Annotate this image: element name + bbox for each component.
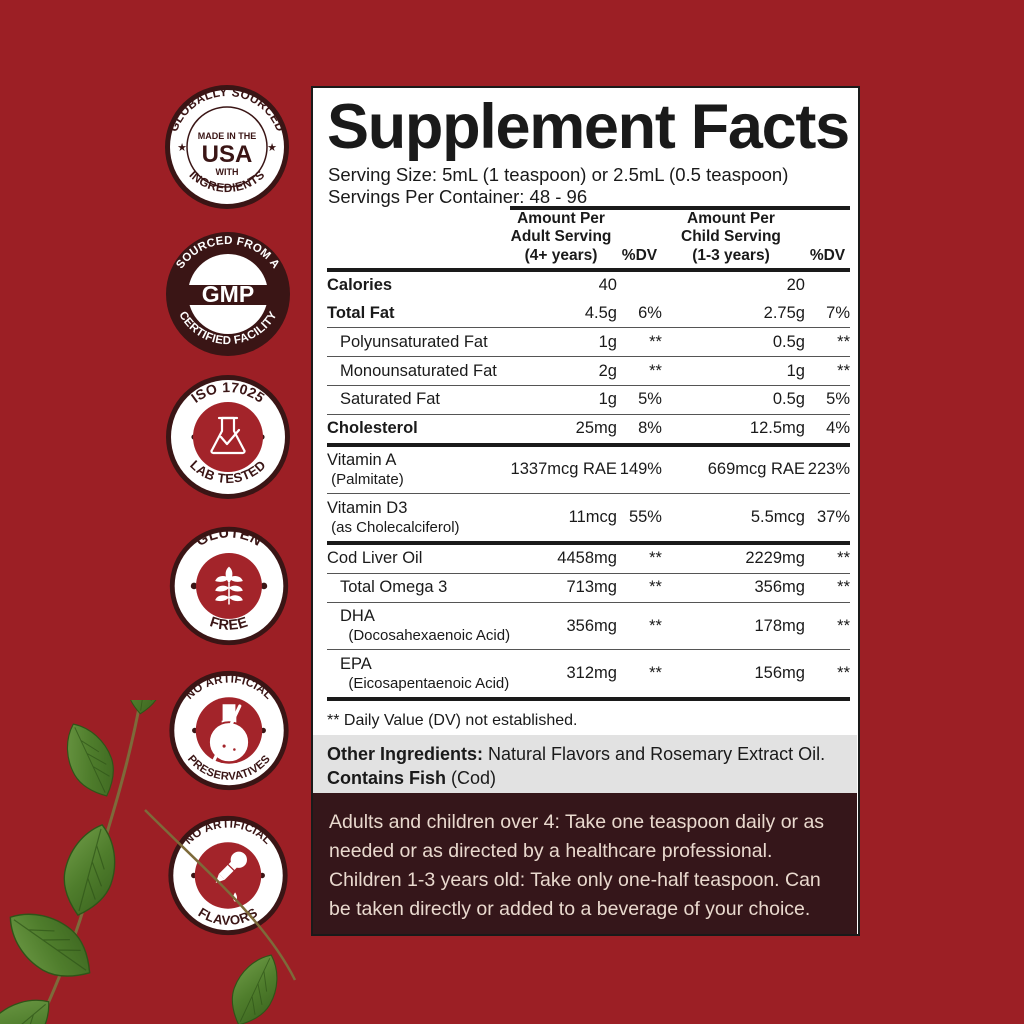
svg-text:MADE IN THE: MADE IN THE — [198, 131, 257, 141]
svg-text:USA: USA — [202, 141, 253, 168]
svg-text:★: ★ — [267, 142, 277, 154]
svg-text:GMP: GMP — [202, 281, 254, 307]
svg-text:WITH: WITH — [216, 167, 239, 177]
svg-text:★: ★ — [177, 142, 187, 154]
